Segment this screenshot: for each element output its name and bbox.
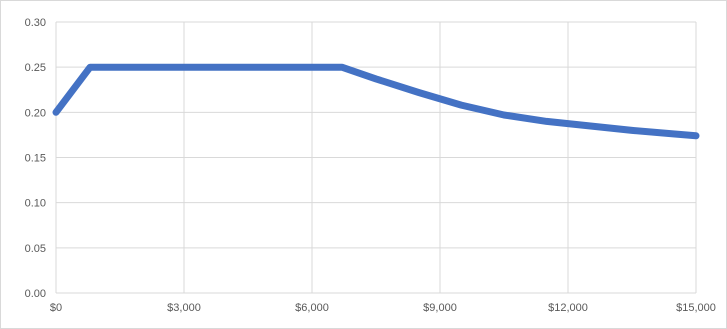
gridlines — [55, 21, 697, 294]
y-tick-label: 0.05 — [25, 243, 46, 255]
y-tick-label: 0.20 — [25, 107, 46, 119]
x-tick-label: $6,000 — [295, 302, 329, 314]
y-tick-label: 0.30 — [25, 17, 46, 29]
x-tick-label: $15,000 — [676, 302, 716, 314]
y-tick-label: 0.25 — [25, 62, 46, 74]
axis-tick-labels: 0.00 0.05 0.10 0.15 0.20 0.25 0.30 $0 $3,000 $6,0… — [25, 17, 716, 314]
x-tick-label: $0 — [50, 302, 62, 314]
series-layer — [52, 63, 700, 140]
y-tick-label: 0.15 — [25, 153, 46, 165]
series-line — [52, 63, 700, 140]
x-tick-label: $9,000 — [423, 302, 457, 314]
y-tick-label: 0.00 — [25, 288, 46, 300]
x-tick-label: $12,000 — [548, 302, 588, 314]
x-tick-label: $3,000 — [167, 302, 201, 314]
y-tick-label: 0.10 — [25, 198, 46, 210]
